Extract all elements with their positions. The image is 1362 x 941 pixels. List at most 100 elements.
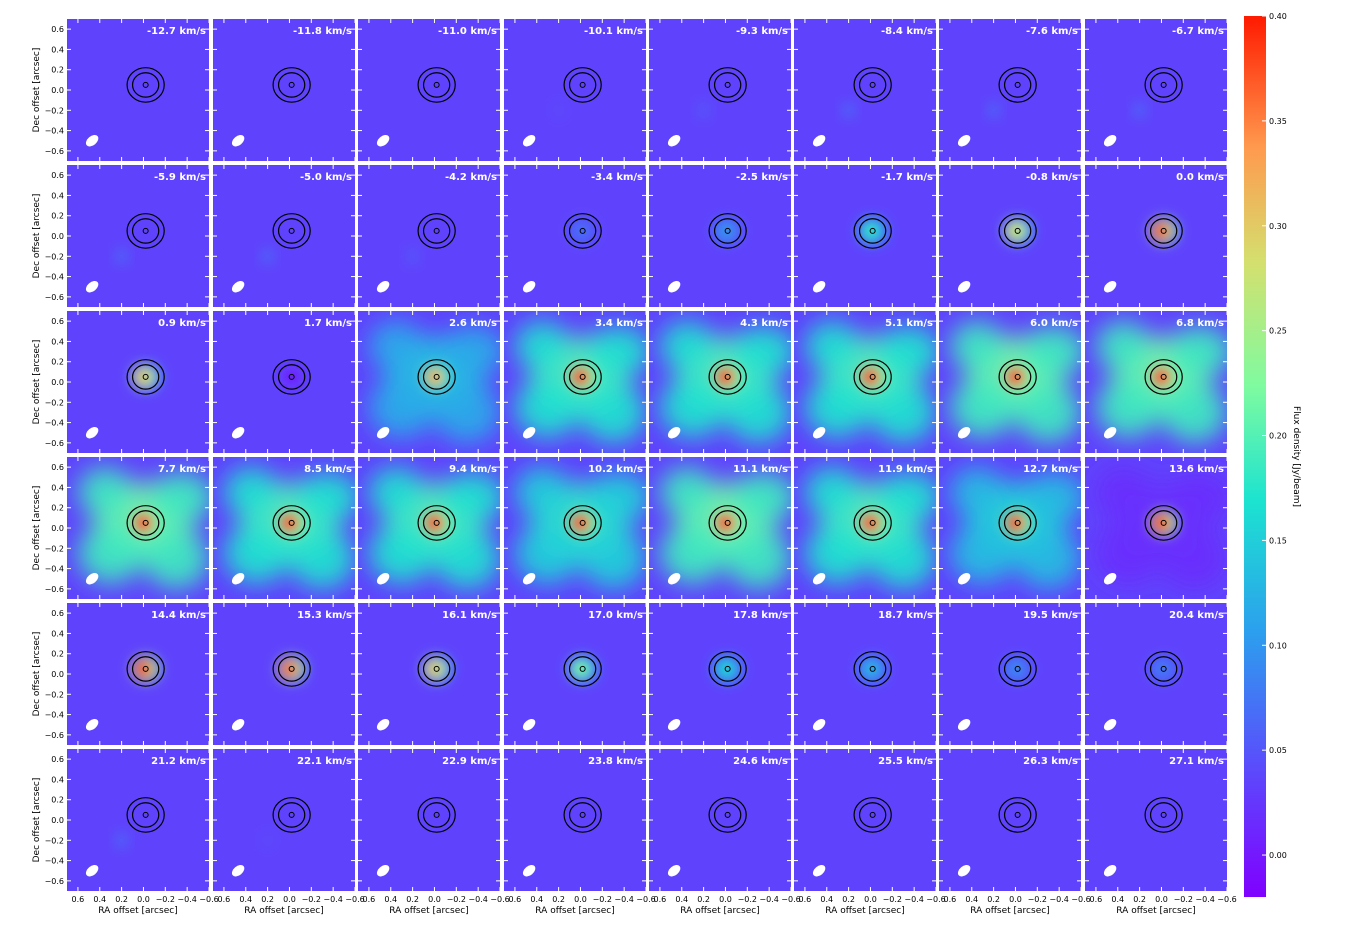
y-tick-label: −0.2	[45, 106, 64, 115]
source-emission	[713, 217, 742, 245]
x-tick-label: −0.4	[468, 895, 487, 904]
outer-ring	[1144, 651, 1183, 687]
beam-ellipse	[667, 280, 681, 293]
inner-ring	[713, 72, 742, 98]
inner-ring	[131, 656, 160, 682]
outer-ring	[563, 505, 602, 541]
channel-panel: 19.5 km/s	[939, 603, 1081, 745]
channel-panel: 11.9 km/s	[794, 457, 936, 599]
channel-panel: 9.4 km/s	[358, 457, 500, 599]
y-tick-label: 0.6	[51, 25, 64, 34]
source-emission	[1149, 363, 1178, 391]
source-emission	[261, 832, 275, 849]
x-tick-label: 0.6	[944, 895, 957, 904]
channel-panel: 20.4 km/s	[1085, 603, 1227, 745]
y-axis-label: Dec offset [arcsec]	[32, 340, 42, 425]
y-tick-label: 0.0	[51, 524, 64, 533]
source-emission	[115, 248, 129, 265]
y-tick-label: −0.4	[45, 565, 64, 574]
inner-ring	[858, 72, 887, 98]
beam-ellipse	[231, 718, 245, 731]
inner-ring	[1149, 510, 1178, 536]
x-tick-label: −0.6	[1217, 895, 1236, 904]
source-emission	[858, 363, 887, 391]
source-emission	[987, 102, 1001, 119]
beam-ellipse	[667, 134, 681, 147]
source-emission	[1149, 655, 1178, 683]
source-marker	[288, 373, 295, 380]
outer-ring	[1144, 213, 1183, 249]
velocity-label: 3.4 km/s	[595, 318, 643, 329]
y-axis-label: Dec offset [arcsec]	[32, 778, 42, 863]
velocity-label: 1.7 km/s	[304, 318, 352, 329]
x-axis-label: RA offset [arcsec]	[389, 906, 468, 916]
beam-ellipse	[231, 134, 245, 147]
beam-ellipse	[522, 280, 536, 293]
inner-ring	[277, 802, 306, 828]
outer-ring	[853, 359, 892, 395]
channel-panel: 7.7 km/s 0.6 0.4 0.2 0.0 −0.2 −0.4 −0.6 Dec offs…	[32, 457, 209, 599]
outer-ring	[272, 797, 311, 833]
panel-grid: -12.7 km/s 0.6 0.4 0.2 0.0 −0.2 −0.4 −0.6 Dec of…	[32, 19, 1237, 916]
inner-ring	[713, 364, 742, 390]
outer-ring	[998, 797, 1037, 833]
beam-ellipse	[231, 864, 245, 877]
source-emission	[282, 368, 301, 386]
source-marker	[1160, 519, 1167, 526]
source-emission	[568, 217, 597, 245]
channel-panel: -6.7 km/s	[1085, 19, 1227, 161]
velocity-label: -7.6 km/s	[1026, 26, 1078, 37]
velocity-label: -12.7 km/s	[147, 26, 206, 37]
inner-ring	[422, 218, 451, 244]
inner-ring	[1149, 72, 1178, 98]
channel-panel: 13.6 km/s	[1085, 457, 1227, 599]
source-emission	[713, 363, 742, 391]
y-tick-label: 0.4	[51, 483, 64, 492]
x-tick-label: −0.6	[636, 895, 655, 904]
y-tick-label: −0.4	[45, 711, 64, 720]
y-tick-label: 0.6	[51, 171, 64, 180]
outer-ring	[853, 797, 892, 833]
inner-ring	[568, 656, 597, 682]
y-tick-label: 0.0	[51, 86, 64, 95]
channel-panel: -8.4 km/s	[794, 19, 936, 161]
y-tick-label: −0.4	[45, 127, 64, 136]
inner-ring	[1149, 364, 1178, 390]
velocity-label: 8.5 km/s	[304, 464, 352, 475]
velocity-label: -6.7 km/s	[1172, 26, 1224, 37]
channel-panel: -5.0 km/s	[213, 165, 355, 307]
y-tick-label: 0.2	[51, 358, 64, 367]
velocity-label: 23.8 km/s	[588, 756, 643, 767]
inner-ring	[1003, 802, 1032, 828]
x-tick-label: 0.6	[1090, 895, 1103, 904]
velocity-label: -9.3 km/s	[736, 26, 788, 37]
beam-ellipse	[812, 280, 826, 293]
source-marker	[433, 519, 440, 526]
beam-ellipse	[957, 426, 971, 439]
velocity-label: 17.0 km/s	[588, 610, 643, 621]
beam-ellipse	[376, 134, 390, 147]
x-tick-label: 0.6	[509, 895, 522, 904]
y-tick-label: 0.2	[51, 796, 64, 805]
source-emission	[1003, 655, 1032, 683]
outer-ring	[853, 67, 892, 103]
velocity-label: 12.7 km/s	[1023, 464, 1078, 475]
outer-ring	[1144, 359, 1183, 395]
source-marker	[1014, 811, 1021, 818]
outer-ring	[417, 67, 456, 103]
outer-ring	[126, 797, 165, 833]
inner-ring	[858, 364, 887, 390]
source-marker	[142, 227, 149, 234]
inner-ring	[1003, 364, 1032, 390]
y-tick-label: −0.2	[45, 398, 64, 407]
source-emission	[858, 217, 887, 245]
y-tick-label: 0.0	[51, 232, 64, 241]
source-emission	[568, 363, 597, 391]
y-tick-label: 0.2	[51, 650, 64, 659]
inner-ring	[131, 364, 160, 390]
channel-panel: 17.8 km/s	[649, 603, 791, 745]
inner-ring	[1003, 510, 1032, 536]
source-marker	[579, 227, 586, 234]
